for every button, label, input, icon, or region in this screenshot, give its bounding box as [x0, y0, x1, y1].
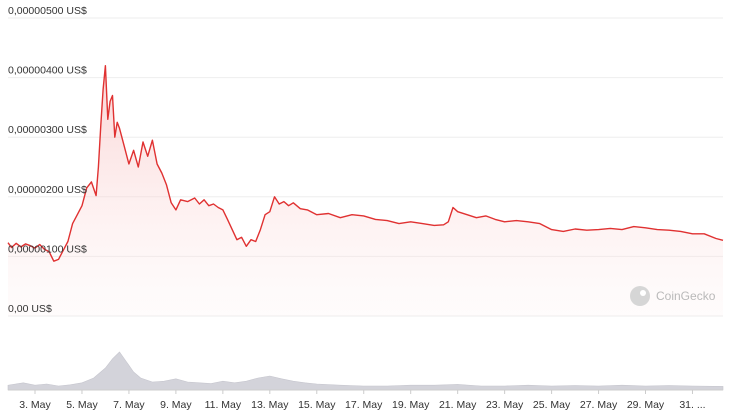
x-tick-label: 3. May — [19, 399, 51, 411]
x-tick-label: 13. May — [251, 399, 289, 411]
x-axis: 3. May 5. May 7. May 9. May 11. May 13. May 15… — [19, 390, 706, 411]
x-tick-label: 19. May — [392, 399, 430, 411]
volume-area — [7, 351, 724, 391]
x-tick-label: 21. May — [439, 399, 477, 411]
y-tick-label: 0,00 US$ — [8, 303, 52, 315]
x-tick-label: 7. May — [113, 399, 145, 411]
x-tick-label: 25. May — [533, 399, 571, 411]
x-tick-label: 31. ... — [679, 399, 705, 411]
price-series-line — [7, 65, 724, 262]
y-tick-label: 0,00000100 US$ — [8, 243, 87, 255]
y-tick-label: 0,00000500 US$ — [8, 5, 87, 17]
y-axis: 0,00 US$ 0,00000100 US$ 0,00000200 US$ 0,00… — [8, 5, 87, 315]
x-tick-label: 11. May — [205, 399, 242, 411]
y-tick-label: 0,00000300 US$ — [8, 124, 87, 136]
y-tick-label: 0,00000200 US$ — [8, 184, 87, 196]
y-tick-label: 0,00000400 US$ — [8, 65, 87, 77]
coingecko-watermark: CoinGecko — [630, 286, 716, 306]
watermark-text: CoinGecko — [656, 289, 716, 303]
volume-series-area — [7, 351, 724, 391]
price-area — [8, 65, 723, 316]
x-tick-label: 29. May — [627, 399, 665, 411]
x-tick-label: 15. May — [298, 399, 336, 411]
x-tick-label: 9. May — [160, 399, 192, 411]
x-tick-label: 23. May — [486, 399, 524, 411]
coingecko-logo-eye — [640, 290, 646, 296]
price-area-fill — [8, 65, 723, 316]
coingecko-logo-icon — [630, 286, 650, 306]
x-tick-label: 27. May — [580, 399, 618, 411]
x-tick-label: 5. May — [66, 399, 98, 411]
x-tick-label: 17. May — [345, 399, 383, 411]
price-line — [7, 65, 724, 262]
